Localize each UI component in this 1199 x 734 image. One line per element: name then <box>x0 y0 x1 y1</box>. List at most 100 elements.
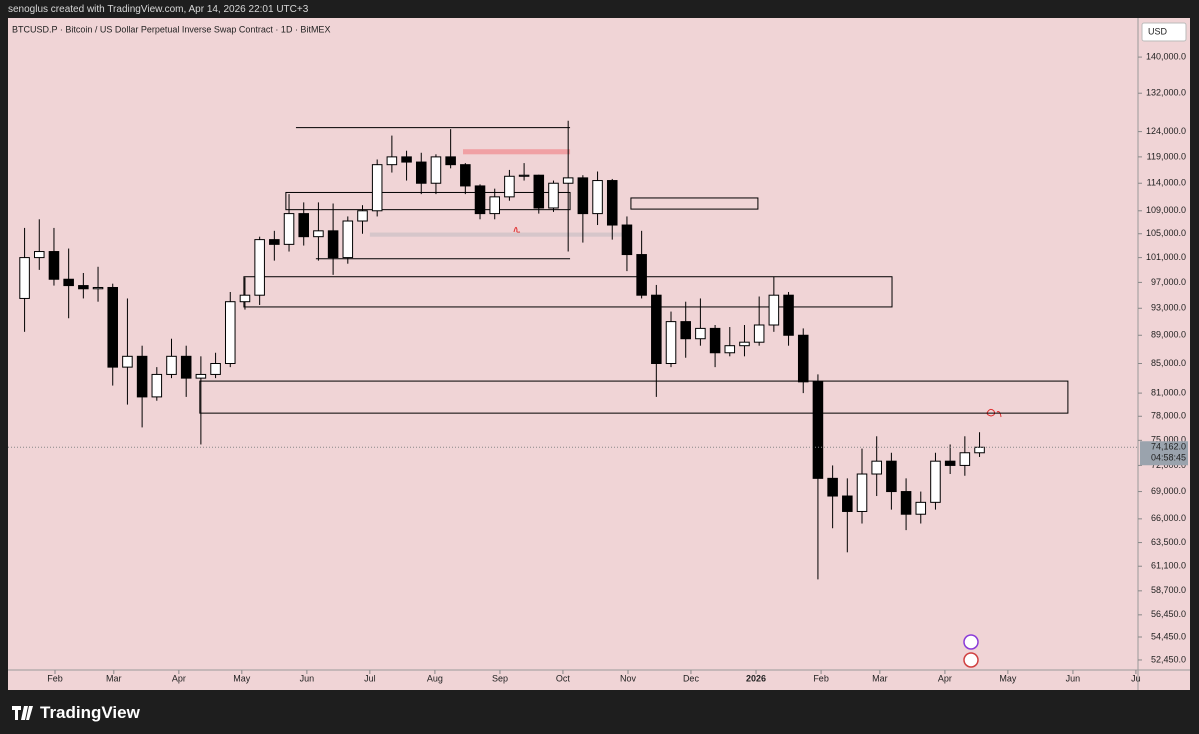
candle-body <box>871 460 882 475</box>
candle-body <box>180 355 192 379</box>
y-tick-label: 105,000.0 <box>1146 228 1186 238</box>
candle-body <box>415 161 427 184</box>
zone <box>463 149 571 155</box>
candle-body <box>783 294 794 336</box>
y-tick-label: 93,000.0 <box>1151 303 1186 313</box>
candle-body <box>298 213 309 238</box>
zone <box>243 276 893 308</box>
currency-box <box>1141 22 1187 42</box>
x-tick-label: Jul <box>364 673 376 683</box>
logo <box>12 706 33 720</box>
x-tick-label: Ju <box>1131 673 1141 683</box>
y-tick-label: 89,000.0 <box>1151 330 1186 340</box>
candle-body <box>533 174 545 209</box>
candle-body <box>930 460 941 503</box>
y-tick-label: 101,000.0 <box>1146 252 1186 262</box>
y-tick-label: 85,000.0 <box>1151 358 1186 368</box>
candle-body <box>592 180 603 215</box>
y-tick-label: 52,450.0 <box>1151 654 1186 664</box>
candle-body <box>489 196 500 215</box>
candle-body <box>136 355 148 398</box>
candle-body <box>210 362 221 375</box>
candle-body <box>797 334 809 383</box>
candle-body <box>474 185 486 215</box>
y-tick-label: 132,000.0 <box>1146 88 1186 98</box>
candle-body <box>504 175 515 198</box>
candle-body <box>33 251 45 259</box>
candle-body <box>680 321 691 340</box>
candle-body <box>371 164 383 212</box>
y-tick-label: 61,100.0 <box>1151 561 1186 571</box>
handwritten-mark <box>513 226 521 233</box>
x-tick-label: Apr <box>938 673 952 683</box>
candle-body <box>724 345 736 354</box>
zone <box>199 380 1069 414</box>
x-tick-label: Nov <box>620 673 637 683</box>
candle-body <box>224 301 236 364</box>
x-tick-label: Dec <box>683 673 700 683</box>
zone <box>369 232 626 237</box>
candle-body <box>900 491 912 515</box>
candle-body <box>606 180 618 226</box>
candle-body <box>856 473 868 512</box>
candle-body <box>445 156 456 166</box>
y-tick-label: 81,000.0 <box>1151 387 1186 397</box>
y-tick-label: 119,000.0 <box>1147 151 1186 161</box>
candle-body <box>636 254 647 296</box>
header: senoglus created with TradingView.com, A… <box>8 4 309 15</box>
candle-body <box>48 251 60 280</box>
candle-body <box>709 327 721 354</box>
chart: BTCUSD.P · Bitcoin / US Dollar Perpetual… <box>8 18 1190 690</box>
x-tick-label: Feb <box>813 673 829 683</box>
zone <box>285 191 571 211</box>
candle-body <box>621 224 633 256</box>
candle-body <box>78 285 89 290</box>
event-icon[interactable] <box>963 652 979 668</box>
y-tick-label: 66,000.0 <box>1151 513 1186 523</box>
candle-body <box>768 294 780 326</box>
y-tick-label: 58,700.0 <box>1151 585 1186 595</box>
candle-body <box>357 210 368 222</box>
candle-body <box>548 182 559 209</box>
candle-body <box>959 452 971 466</box>
x-tick-label: Mar <box>872 673 888 683</box>
x-tick-label: Sep <box>492 673 508 683</box>
candle-body <box>651 294 662 364</box>
candle-body <box>886 460 897 493</box>
candle-body <box>665 321 677 364</box>
candle-body <box>842 495 853 512</box>
handwritten-mark <box>986 408 1002 418</box>
y-tick-label: 75,000.0 <box>1151 435 1186 445</box>
y-tick-label: 78,000.0 <box>1151 411 1186 421</box>
candle-body <box>327 230 339 259</box>
candle-body <box>269 239 280 245</box>
candle-body <box>518 174 530 177</box>
y-tick-label: 69,000.0 <box>1151 486 1186 496</box>
currency: USD <box>1148 26 1168 36</box>
candle-body <box>944 460 956 466</box>
x-tick-label: May <box>999 673 1017 683</box>
candle-body <box>974 446 985 454</box>
candle-body <box>19 257 30 299</box>
candle-body <box>562 177 574 184</box>
candle-body <box>166 355 177 375</box>
zone <box>630 197 759 210</box>
y-tick-label: 109,000.0 <box>1146 205 1186 215</box>
candle-body <box>63 278 74 287</box>
candle-body <box>254 239 265 296</box>
candle-body <box>313 230 324 238</box>
x-tick-label: Mar <box>106 673 122 683</box>
candle-body <box>430 156 442 184</box>
x-tick-label: Jun <box>1066 673 1081 683</box>
candle-body <box>739 341 750 347</box>
x-tick-label: 2026 <box>746 673 766 683</box>
candle-body <box>342 220 354 259</box>
chart-background <box>8 18 1190 690</box>
candle-body <box>577 177 589 215</box>
y-tick-label: 63,500.0 <box>1151 537 1186 547</box>
candle-body <box>915 501 927 515</box>
candle-body <box>195 373 207 379</box>
event-icon[interactable] <box>963 634 979 650</box>
candle-body <box>107 286 119 368</box>
candle-body <box>122 355 133 368</box>
